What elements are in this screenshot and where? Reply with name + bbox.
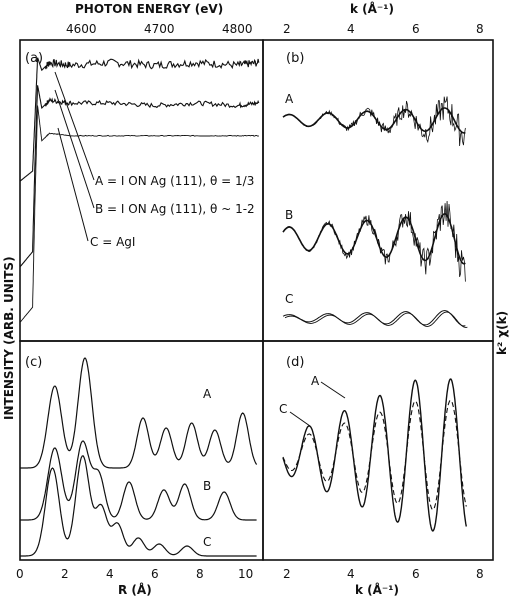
panel-d-curves — [282, 378, 467, 532]
panel-label-c: (c) — [25, 355, 42, 370]
chi-axis-title: k² χ(k) — [495, 311, 509, 355]
panel-label-a: (a) — [25, 51, 43, 66]
filtered-curve-A — [282, 378, 467, 532]
energy-ticks: 4600 4700 4800 — [66, 22, 253, 36]
ft-curve-C — [20, 455, 257, 557]
curve-label-b-A: A — [285, 92, 294, 106]
energy-tick: 4700 — [144, 22, 175, 36]
curve-label-d-A: A — [311, 374, 320, 388]
k-bottom-tick: 8 — [476, 567, 484, 581]
k-bottom-tick: 2 — [283, 567, 291, 581]
pointer-d-A — [320, 381, 346, 399]
pointer-c — [57, 127, 89, 242]
k-top-tick: 4 — [347, 22, 355, 36]
k-top-tick: 2 — [283, 22, 291, 36]
r-axis-title: R (Å) — [118, 582, 152, 597]
photon-energy-axis-title: PHOTON ENERGY (eV) — [75, 2, 223, 16]
k-bottom-ticks: 2 4 6 8 — [283, 567, 484, 581]
exafs-raw-A — [282, 96, 466, 147]
energy-tick: 4800 — [222, 22, 253, 36]
ft-curve-B — [20, 440, 257, 521]
panel-a-frame — [19, 39, 264, 342]
exafs-fit-B — [282, 213, 466, 265]
filtered-curve-C — [282, 399, 467, 511]
pointer-a — [54, 71, 95, 181]
panel-d-frame — [262, 340, 494, 561]
exafs-fit-C-2 — [284, 311, 468, 328]
k-bottom-axis-title: k (Å⁻¹) — [355, 582, 399, 597]
k-top-tick: 6 — [412, 22, 420, 36]
ft-curve-A — [20, 357, 258, 469]
pointer-d-C — [289, 411, 311, 427]
curve-label-d-C: C — [279, 402, 287, 416]
curve-label-b-C: C — [285, 292, 293, 306]
legend-c-entry: C = AgI — [90, 235, 135, 249]
panel-b-frame — [262, 39, 494, 342]
curve-label-c-B: B — [203, 479, 211, 493]
k-bottom-tick: 4 — [347, 567, 355, 581]
legend-pointers — [54, 71, 95, 242]
r-tick: 2 — [61, 567, 69, 581]
r-tick: 4 — [106, 567, 114, 581]
panel-label-b: (b) — [286, 51, 304, 66]
k-top-ticks: 2 4 6 8 — [283, 22, 484, 36]
k-top-axis-title: k (Å⁻¹) — [350, 1, 394, 16]
r-ticks: 0 2 4 6 8 10 — [16, 567, 253, 581]
xanes-curve-B — [19, 85, 260, 268]
curve-label-b-B: B — [285, 208, 293, 222]
r-tick: 10 — [238, 567, 253, 581]
pointer-b — [54, 89, 95, 209]
energy-tick: 4600 — [66, 22, 97, 36]
r-tick: 0 — [16, 567, 24, 581]
r-tick: 8 — [196, 567, 204, 581]
curve-label-c-A: A — [203, 387, 212, 401]
panel-b-curves — [282, 96, 468, 328]
intensity-axis-title: INTENSITY (ARB. UNITS) — [2, 256, 16, 420]
r-tick: 6 — [151, 567, 159, 581]
k-top-tick: 8 — [476, 22, 484, 36]
curve-label-c-C: C — [203, 535, 211, 549]
panel-c-curves — [20, 357, 258, 557]
exafs-raw-B — [282, 200, 466, 282]
exafs-fit-A — [282, 107, 466, 134]
panel-a-curves — [19, 57, 260, 323]
panel-label-d: (d) — [286, 355, 304, 370]
xanes-curve-A — [19, 57, 260, 182]
legend-a-entry: A = I ON Ag (111), θ = 1/3 — [95, 174, 254, 188]
k-bottom-tick: 6 — [412, 567, 420, 581]
legend-b-entry: B = I ON Ag (111), θ ~ 1-2 — [95, 202, 255, 216]
